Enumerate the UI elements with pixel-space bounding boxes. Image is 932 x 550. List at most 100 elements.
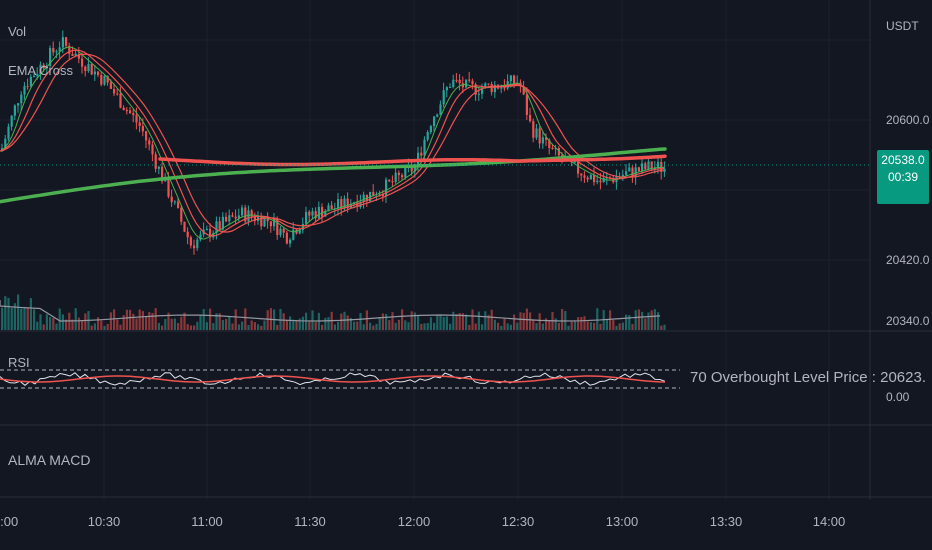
volume-bar (10, 307, 13, 330)
volume-bar (61, 314, 64, 330)
candle-body (113, 88, 116, 94)
candle-body (503, 86, 506, 89)
volume-bar (205, 322, 208, 330)
volume-bar (13, 303, 16, 330)
candle-body (641, 163, 644, 172)
volume-bar (314, 321, 317, 330)
volume-bar (189, 325, 192, 330)
volume-bar (663, 324, 666, 330)
candle-body (509, 75, 512, 82)
time-label-1130: 11:30 (294, 514, 326, 529)
candle-body (269, 221, 272, 227)
long-red-ema (158, 154, 667, 167)
candle-body (343, 198, 346, 209)
volume-bar (263, 320, 266, 330)
candle-body (263, 217, 266, 227)
candle-body (388, 179, 391, 182)
volume-bar (327, 317, 330, 330)
volume-bar (506, 323, 509, 330)
volume-bar (612, 320, 615, 330)
candle-body (541, 137, 544, 144)
candle-body (298, 229, 301, 234)
candle-body (573, 161, 576, 163)
volume-bar (282, 313, 285, 330)
volume-bar (349, 317, 352, 330)
volume-bar (567, 325, 570, 330)
volume-bar (109, 312, 112, 330)
candle-body (135, 115, 138, 123)
candle-body (292, 229, 295, 240)
candle-body (538, 128, 541, 144)
candle-body (410, 166, 413, 172)
volume-bar (378, 317, 381, 330)
volume-bar (637, 309, 640, 330)
candle-body (548, 139, 551, 148)
candle-body (209, 228, 212, 238)
long-green-ema (0, 147, 667, 204)
candle-body (337, 199, 340, 209)
volume-bar (1, 307, 4, 330)
last-price-value: 20538.0 (881, 153, 925, 167)
volume-bar (452, 311, 455, 330)
candle-body (103, 76, 106, 85)
last-price-tag: 20538.0 00:39 (877, 150, 929, 204)
volume-bar (519, 312, 522, 330)
volume-bar (356, 321, 359, 330)
volume-bar (388, 320, 391, 330)
volume-bar (436, 315, 439, 330)
volume-bar (628, 315, 631, 330)
volume-bar (618, 323, 621, 330)
volume-bar (221, 319, 224, 330)
volume-bar (193, 325, 196, 330)
volume-bar (375, 323, 378, 330)
volume-bar (97, 317, 100, 330)
candle-body (145, 131, 148, 141)
candle-body (532, 121, 535, 138)
candle-body (465, 79, 468, 88)
candle-body (321, 206, 324, 217)
candle-body (420, 152, 423, 156)
vol-legend: Vol (8, 24, 27, 39)
time-label-1230: 12:30 (501, 514, 535, 529)
volume-bar (129, 309, 132, 330)
volume-bar (321, 324, 324, 330)
volume-bar (535, 323, 538, 330)
candle-body (49, 47, 52, 66)
volume-bar (359, 312, 362, 330)
candle-body (42, 64, 45, 69)
candle-body (68, 45, 71, 54)
candle-body (116, 93, 119, 95)
volume-bar (154, 308, 157, 330)
volume-bar (29, 298, 32, 330)
volume-bar (333, 324, 336, 330)
volume-bar (52, 318, 55, 330)
candle-body (660, 161, 663, 172)
volume-bar (237, 324, 240, 330)
volume-bar (461, 313, 464, 330)
candle-body (87, 63, 90, 72)
candle-body (580, 173, 583, 176)
ema-short-line (0, 46, 665, 240)
volume-bar (244, 308, 247, 330)
volume-bar (394, 322, 397, 330)
candle-body (221, 216, 224, 230)
overbought-label: 70 Overbought Level Price : 20623. (690, 369, 926, 386)
volume-bar (583, 316, 586, 330)
volume-bar (337, 321, 340, 330)
candle-body (628, 167, 631, 172)
volume-bar (407, 322, 410, 330)
candle-body (225, 216, 228, 222)
rsi-tick-0: 0.00 (886, 390, 910, 404)
candle-body (397, 172, 400, 176)
ema-long-line (0, 53, 665, 233)
volume-bar (103, 325, 106, 330)
time-label-1100: 11:00 (191, 514, 223, 529)
candle-body (401, 175, 404, 178)
candle-body (468, 79, 471, 81)
candle-body (484, 83, 487, 88)
volume-bar (634, 310, 637, 330)
volume-bar (631, 323, 634, 330)
candle-body (77, 53, 80, 59)
volume-bar (650, 310, 653, 330)
